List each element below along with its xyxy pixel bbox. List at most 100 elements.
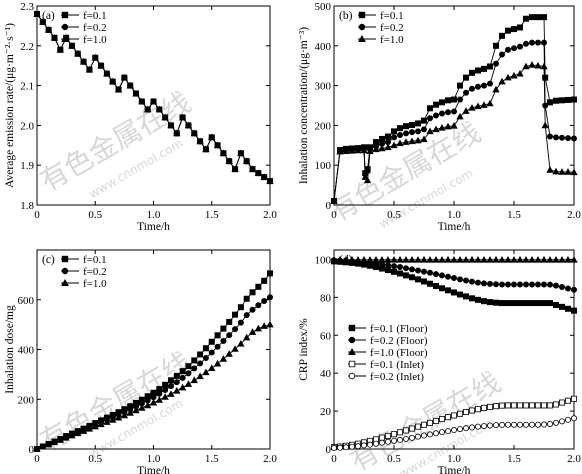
data-point	[202, 368, 210, 376]
y-axis-label: Average emission rate/(μg·m⁻²·s⁻¹)	[4, 23, 16, 188]
x-tick-label: 1.5	[205, 453, 219, 465]
data-point	[492, 299, 499, 306]
data-point	[162, 387, 169, 394]
data-point	[254, 324, 263, 332]
y-tick-label: 40	[320, 368, 332, 380]
data-point	[260, 173, 268, 180]
y-tick-label: 100	[315, 254, 332, 266]
data-point	[462, 425, 469, 432]
data-point	[167, 383, 174, 390]
data-point	[161, 113, 169, 121]
data-point	[420, 126, 427, 133]
data-point	[468, 407, 475, 414]
data-point	[414, 423, 421, 430]
data-point	[547, 99, 554, 106]
data-point	[420, 432, 427, 439]
data-point	[517, 421, 524, 428]
data-point	[62, 433, 70, 441]
data-point	[486, 80, 493, 87]
data-point	[474, 279, 481, 286]
data-point	[541, 39, 548, 46]
legend-marker	[348, 347, 356, 355]
data-point	[408, 266, 415, 273]
data-point	[510, 281, 517, 288]
data-point	[462, 74, 469, 81]
data-point	[231, 345, 239, 352]
data-point	[456, 82, 463, 89]
data-point	[535, 421, 542, 428]
data-point	[450, 256, 458, 263]
data-point	[226, 332, 233, 339]
data-point	[450, 289, 457, 296]
data-point	[432, 271, 439, 278]
data-point	[438, 429, 445, 436]
legend-entry: f=0.2	[380, 22, 404, 34]
data-point	[529, 281, 536, 288]
data-point	[225, 157, 233, 165]
data-point	[414, 433, 421, 440]
y-tick-label: 400	[315, 41, 332, 53]
data-point	[528, 256, 536, 263]
data-point	[510, 45, 517, 52]
data-point	[456, 96, 463, 103]
data-point	[167, 377, 174, 384]
data-point	[450, 427, 457, 434]
data-point	[39, 18, 47, 25]
data-point	[438, 272, 445, 279]
data-point	[510, 402, 517, 409]
data-point	[97, 61, 105, 69]
data-point	[517, 402, 524, 409]
y-tick-label: 500	[315, 1, 332, 13]
data-point	[132, 406, 140, 414]
data-point	[528, 61, 536, 68]
x-tick-label: 0.5	[88, 209, 102, 221]
y-axis-label: Inhalation dose/mg	[4, 305, 16, 394]
data-point	[492, 60, 499, 67]
data-point	[219, 355, 228, 362]
data-point	[184, 380, 193, 387]
data-point	[248, 328, 257, 335]
series	[330, 415, 578, 452]
data-point	[547, 402, 554, 409]
data-point	[498, 32, 505, 39]
data-point	[354, 146, 362, 154]
data-point	[420, 135, 428, 143]
data-point	[564, 256, 572, 263]
data-point	[44, 440, 53, 448]
data-point	[155, 396, 163, 403]
data-point	[504, 73, 512, 81]
data-point	[396, 436, 403, 443]
data-point	[462, 277, 469, 284]
data-point	[547, 133, 554, 140]
data-point	[553, 419, 560, 426]
data-point	[486, 403, 493, 410]
data-point	[486, 422, 493, 429]
data-point	[120, 411, 129, 419]
data-point	[185, 363, 192, 370]
series	[33, 320, 274, 452]
data-point	[474, 423, 481, 430]
data-point	[529, 39, 536, 46]
data-point	[360, 442, 367, 449]
data-point	[396, 125, 403, 132]
data-point	[523, 402, 530, 409]
data-point	[390, 431, 397, 438]
data-point	[213, 141, 222, 149]
data-point	[510, 71, 518, 79]
x-tick-label: 2.0	[567, 453, 581, 465]
data-point	[414, 256, 422, 263]
data-point	[384, 133, 391, 140]
data-point	[149, 97, 158, 105]
data-point	[414, 276, 421, 283]
data-point	[402, 138, 410, 145]
data-point	[438, 123, 446, 131]
data-point	[547, 300, 554, 307]
data-point	[552, 167, 560, 175]
y-tick-label: 300	[315, 81, 332, 93]
y-tick-label: 100	[315, 160, 332, 172]
legend-entry: f=0.2	[83, 266, 107, 278]
x-axis-label: Time/h	[137, 465, 170, 474]
legend: f=0.1 (Floor)f=0.2 (Floor)f=1.0 (Floor)f…	[348, 323, 428, 383]
y-tick-label: 1.8	[20, 200, 34, 212]
data-point	[237, 304, 244, 311]
